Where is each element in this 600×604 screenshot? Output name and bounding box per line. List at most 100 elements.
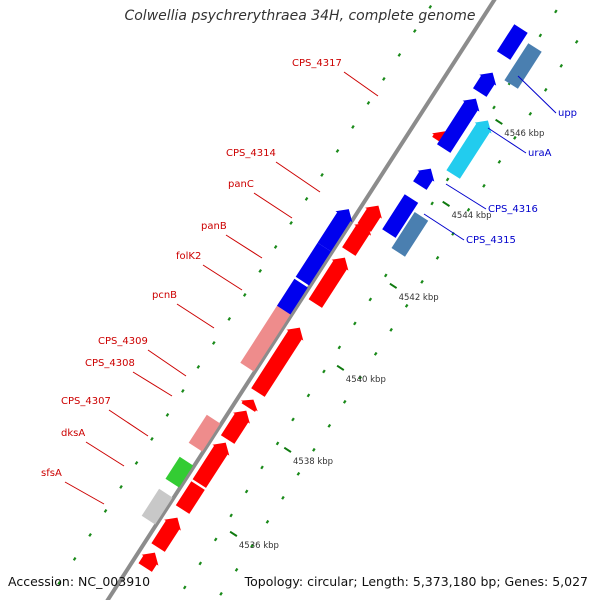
gene-leader-line	[225, 234, 263, 259]
accession-text: Accession: NC_003910	[8, 574, 151, 589]
gene-arrow-2	[151, 517, 181, 552]
gene-arrow-10	[251, 327, 304, 397]
gene-label: CPS_4309	[98, 336, 148, 347]
gene-label: CPS_4316	[488, 204, 538, 215]
gc-dot	[322, 369, 326, 374]
tick-label: 4540 kbp	[346, 375, 386, 385]
gc-dot	[368, 297, 373, 302]
gene-label: CPS_4317	[292, 58, 342, 69]
backbone-layer	[102, 0, 499, 604]
gene-arrow-20	[413, 168, 435, 190]
genes-layer	[138, 24, 542, 572]
gc-dot	[281, 495, 285, 500]
gc-dot	[404, 303, 409, 308]
gc-dot	[428, 5, 433, 9]
gc-dot	[250, 543, 254, 548]
gc-dot	[412, 28, 417, 33]
gene-arrow-14	[295, 242, 331, 286]
gc-dot	[435, 255, 440, 260]
gene-arrow-24	[473, 72, 497, 97]
gene-arrow-6	[192, 442, 230, 488]
gc-dot	[382, 77, 386, 81]
backbone-line	[102, 0, 497, 604]
gene-arrow-26	[496, 24, 528, 60]
tick-label: 4538 kbp	[293, 457, 333, 467]
gene-leader-line	[108, 409, 149, 437]
labels-layer: CPS_4317 CPS_4314 panC panB folK2 pcnB CPS_430…	[41, 58, 577, 505]
gc-dot	[320, 173, 324, 177]
gene-arrow-1	[138, 552, 159, 572]
gc-dot	[358, 375, 363, 380]
gc-dot	[335, 148, 340, 153]
gc-dot	[213, 537, 218, 542]
gene-arrow-12	[277, 278, 308, 315]
gene-label: CPS_4314	[226, 148, 276, 159]
tick-label: 4546 kbp	[504, 129, 544, 139]
gc-dot	[57, 580, 62, 585]
tick-mark	[336, 364, 345, 371]
gc-dot	[242, 293, 247, 297]
tick-mark	[495, 118, 503, 125]
gene-arrow-22	[446, 120, 492, 179]
gc-dot	[492, 105, 496, 110]
gc-dot	[182, 585, 187, 590]
gene-arrow-8	[220, 410, 250, 444]
gc-dot	[165, 413, 170, 417]
gene-label: pcnB	[152, 290, 177, 301]
gc-dot	[72, 557, 77, 561]
gc-dot	[265, 519, 270, 524]
gc-dot	[198, 561, 203, 566]
gene-label: folK2	[176, 251, 201, 262]
gc-dot	[342, 399, 347, 404]
tick-mark	[442, 200, 451, 207]
gene-label: CPS_4315	[466, 235, 516, 246]
gc-dot	[289, 220, 293, 225]
gc-dot	[229, 513, 233, 518]
gc-dot	[211, 340, 216, 345]
gc-dot	[291, 417, 295, 422]
gc-dot	[554, 9, 558, 14]
gene-leader-line	[343, 71, 379, 97]
gene-arrow-11	[240, 300, 294, 372]
gc-dot	[150, 437, 154, 441]
gc-dot	[466, 207, 471, 212]
gc-dots-layer	[57, 5, 579, 596]
gc-dot	[353, 321, 357, 326]
gc-dot	[497, 159, 502, 164]
gc-dot	[227, 317, 232, 321]
gc-dot	[528, 111, 533, 116]
gene-label: panC	[228, 179, 254, 190]
gc-dot	[327, 423, 332, 428]
gc-dot	[296, 471, 301, 476]
gc-dot	[337, 345, 342, 350]
gc-dot	[196, 365, 201, 369]
gc-dot	[88, 532, 92, 537]
tick-mark	[283, 446, 292, 453]
gene-label: dksA	[61, 428, 85, 439]
tick-label: 4544 kbp	[452, 211, 492, 221]
gc-dot	[445, 177, 450, 182]
gene-arrow-17	[357, 205, 382, 232]
gc-dot	[275, 441, 280, 446]
gc-dot	[366, 101, 371, 105]
gene-arrow-7	[188, 414, 221, 452]
map-title: Colwellia psychrerythraea 34H, complete …	[124, 8, 476, 24]
gc-dot	[244, 489, 249, 494]
gene-arrow-16	[342, 222, 371, 256]
gene-leader-line	[517, 75, 557, 114]
gene-leader-line	[423, 213, 465, 241]
gene-leader-line	[275, 161, 321, 193]
gc-dot	[538, 33, 543, 38]
gc-dot	[234, 567, 239, 572]
gc-dot	[543, 87, 548, 92]
gene-leader-line	[64, 481, 105, 505]
backbone-highlight	[108, 0, 499, 604]
gc-dot	[103, 509, 108, 513]
gene-arrow-5	[165, 456, 194, 488]
gc-dot	[397, 53, 402, 57]
gene-label: sfsA	[41, 468, 62, 479]
gene-leader-line	[147, 349, 187, 377]
gene-leader-line	[176, 303, 215, 329]
